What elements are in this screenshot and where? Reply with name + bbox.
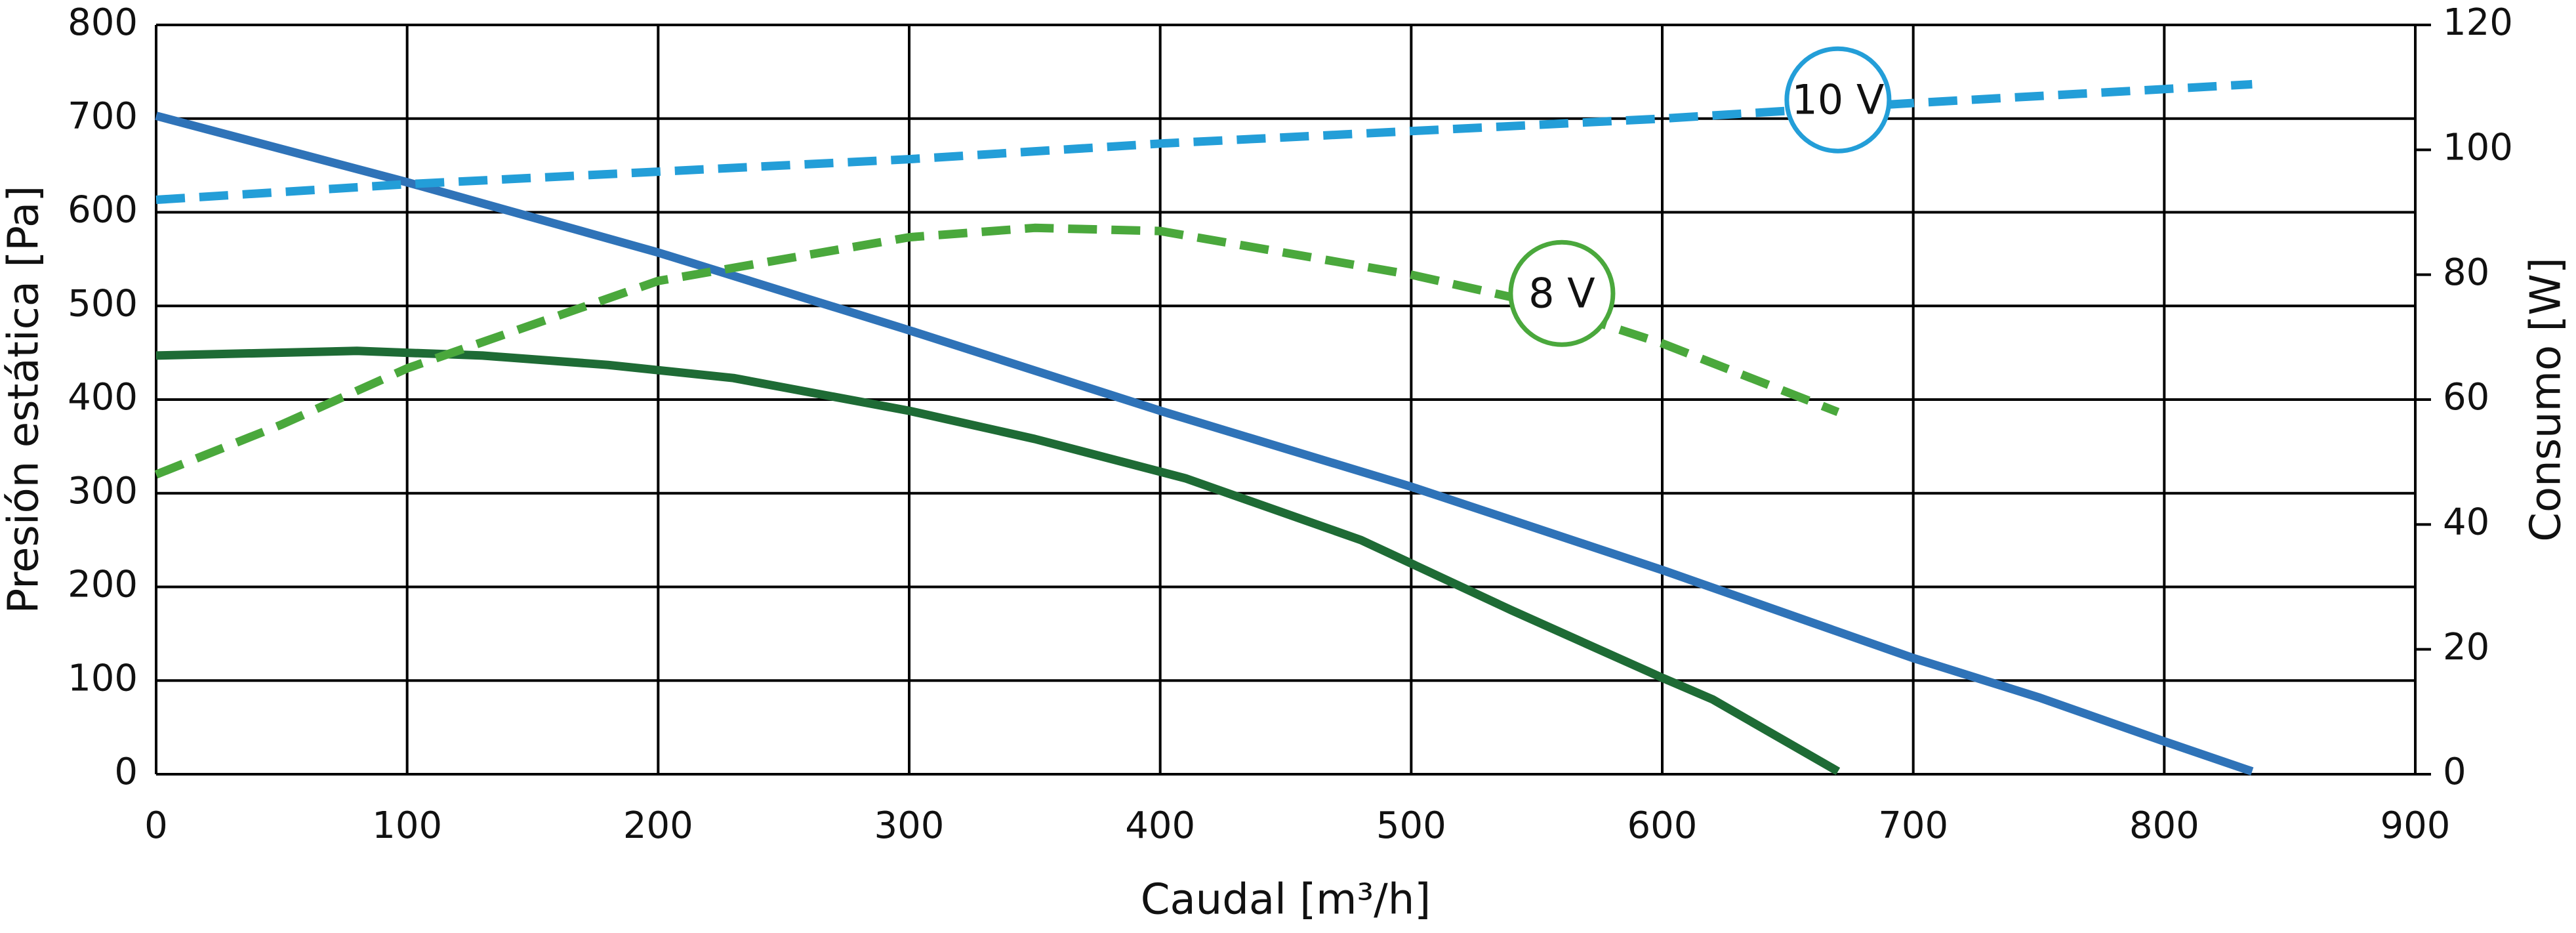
consumption-line <box>155 79 2253 204</box>
y-axis-label: Presión estática [Pa] <box>0 186 49 613</box>
x-tick-label: 600 <box>1627 804 1698 847</box>
annotation-circle <box>1784 46 1892 154</box>
x-tick-label: 100 <box>372 804 442 847</box>
x-axis-label: Caudal [m³/h] <box>1141 876 1431 924</box>
x-tick-label: 200 <box>623 804 693 847</box>
y2-tick-label: 100 <box>2443 126 2513 169</box>
y2-tick-label: 60 <box>2443 376 2489 419</box>
y-tick-label: 300 <box>68 470 138 512</box>
x-tick-label: 0 <box>144 804 168 847</box>
x-tick-label: 900 <box>2381 804 2451 847</box>
y-tick-label: 400 <box>68 376 138 419</box>
y-tick-label: 800 <box>68 1 138 44</box>
consumption-line <box>154 223 1840 479</box>
y-tick-label: 100 <box>68 657 138 699</box>
y2-axis-label: Consumo [W] <box>2522 257 2571 541</box>
y-tick-label: 200 <box>68 564 138 606</box>
pressure-line <box>155 112 2254 776</box>
y-tick-label: 600 <box>68 189 138 232</box>
y2-tick-label: 120 <box>2443 1 2513 44</box>
x-tick-label: 500 <box>1376 804 1446 847</box>
x-tick-label: 300 <box>874 804 945 847</box>
annotation-label: 8 V <box>1528 269 1595 317</box>
y-tick-label: 0 <box>114 751 138 793</box>
x-tick-label: 800 <box>2129 804 2199 847</box>
x-tick-label: 700 <box>1878 804 1948 847</box>
y-tick-label: 500 <box>68 282 138 325</box>
y-tick-label: 700 <box>68 95 138 138</box>
y2-tick-label: 40 <box>2443 501 2489 543</box>
pressure-line <box>155 346 1841 776</box>
annotation-circle <box>1508 239 1616 347</box>
y2-tick-label: 80 <box>2443 251 2489 294</box>
y2-tick-label: 20 <box>2443 626 2489 669</box>
x-tick-label: 400 <box>1125 804 1195 847</box>
annotation-label: 10 V <box>1791 75 1884 123</box>
y2-tick-label: 0 <box>2443 751 2466 793</box>
